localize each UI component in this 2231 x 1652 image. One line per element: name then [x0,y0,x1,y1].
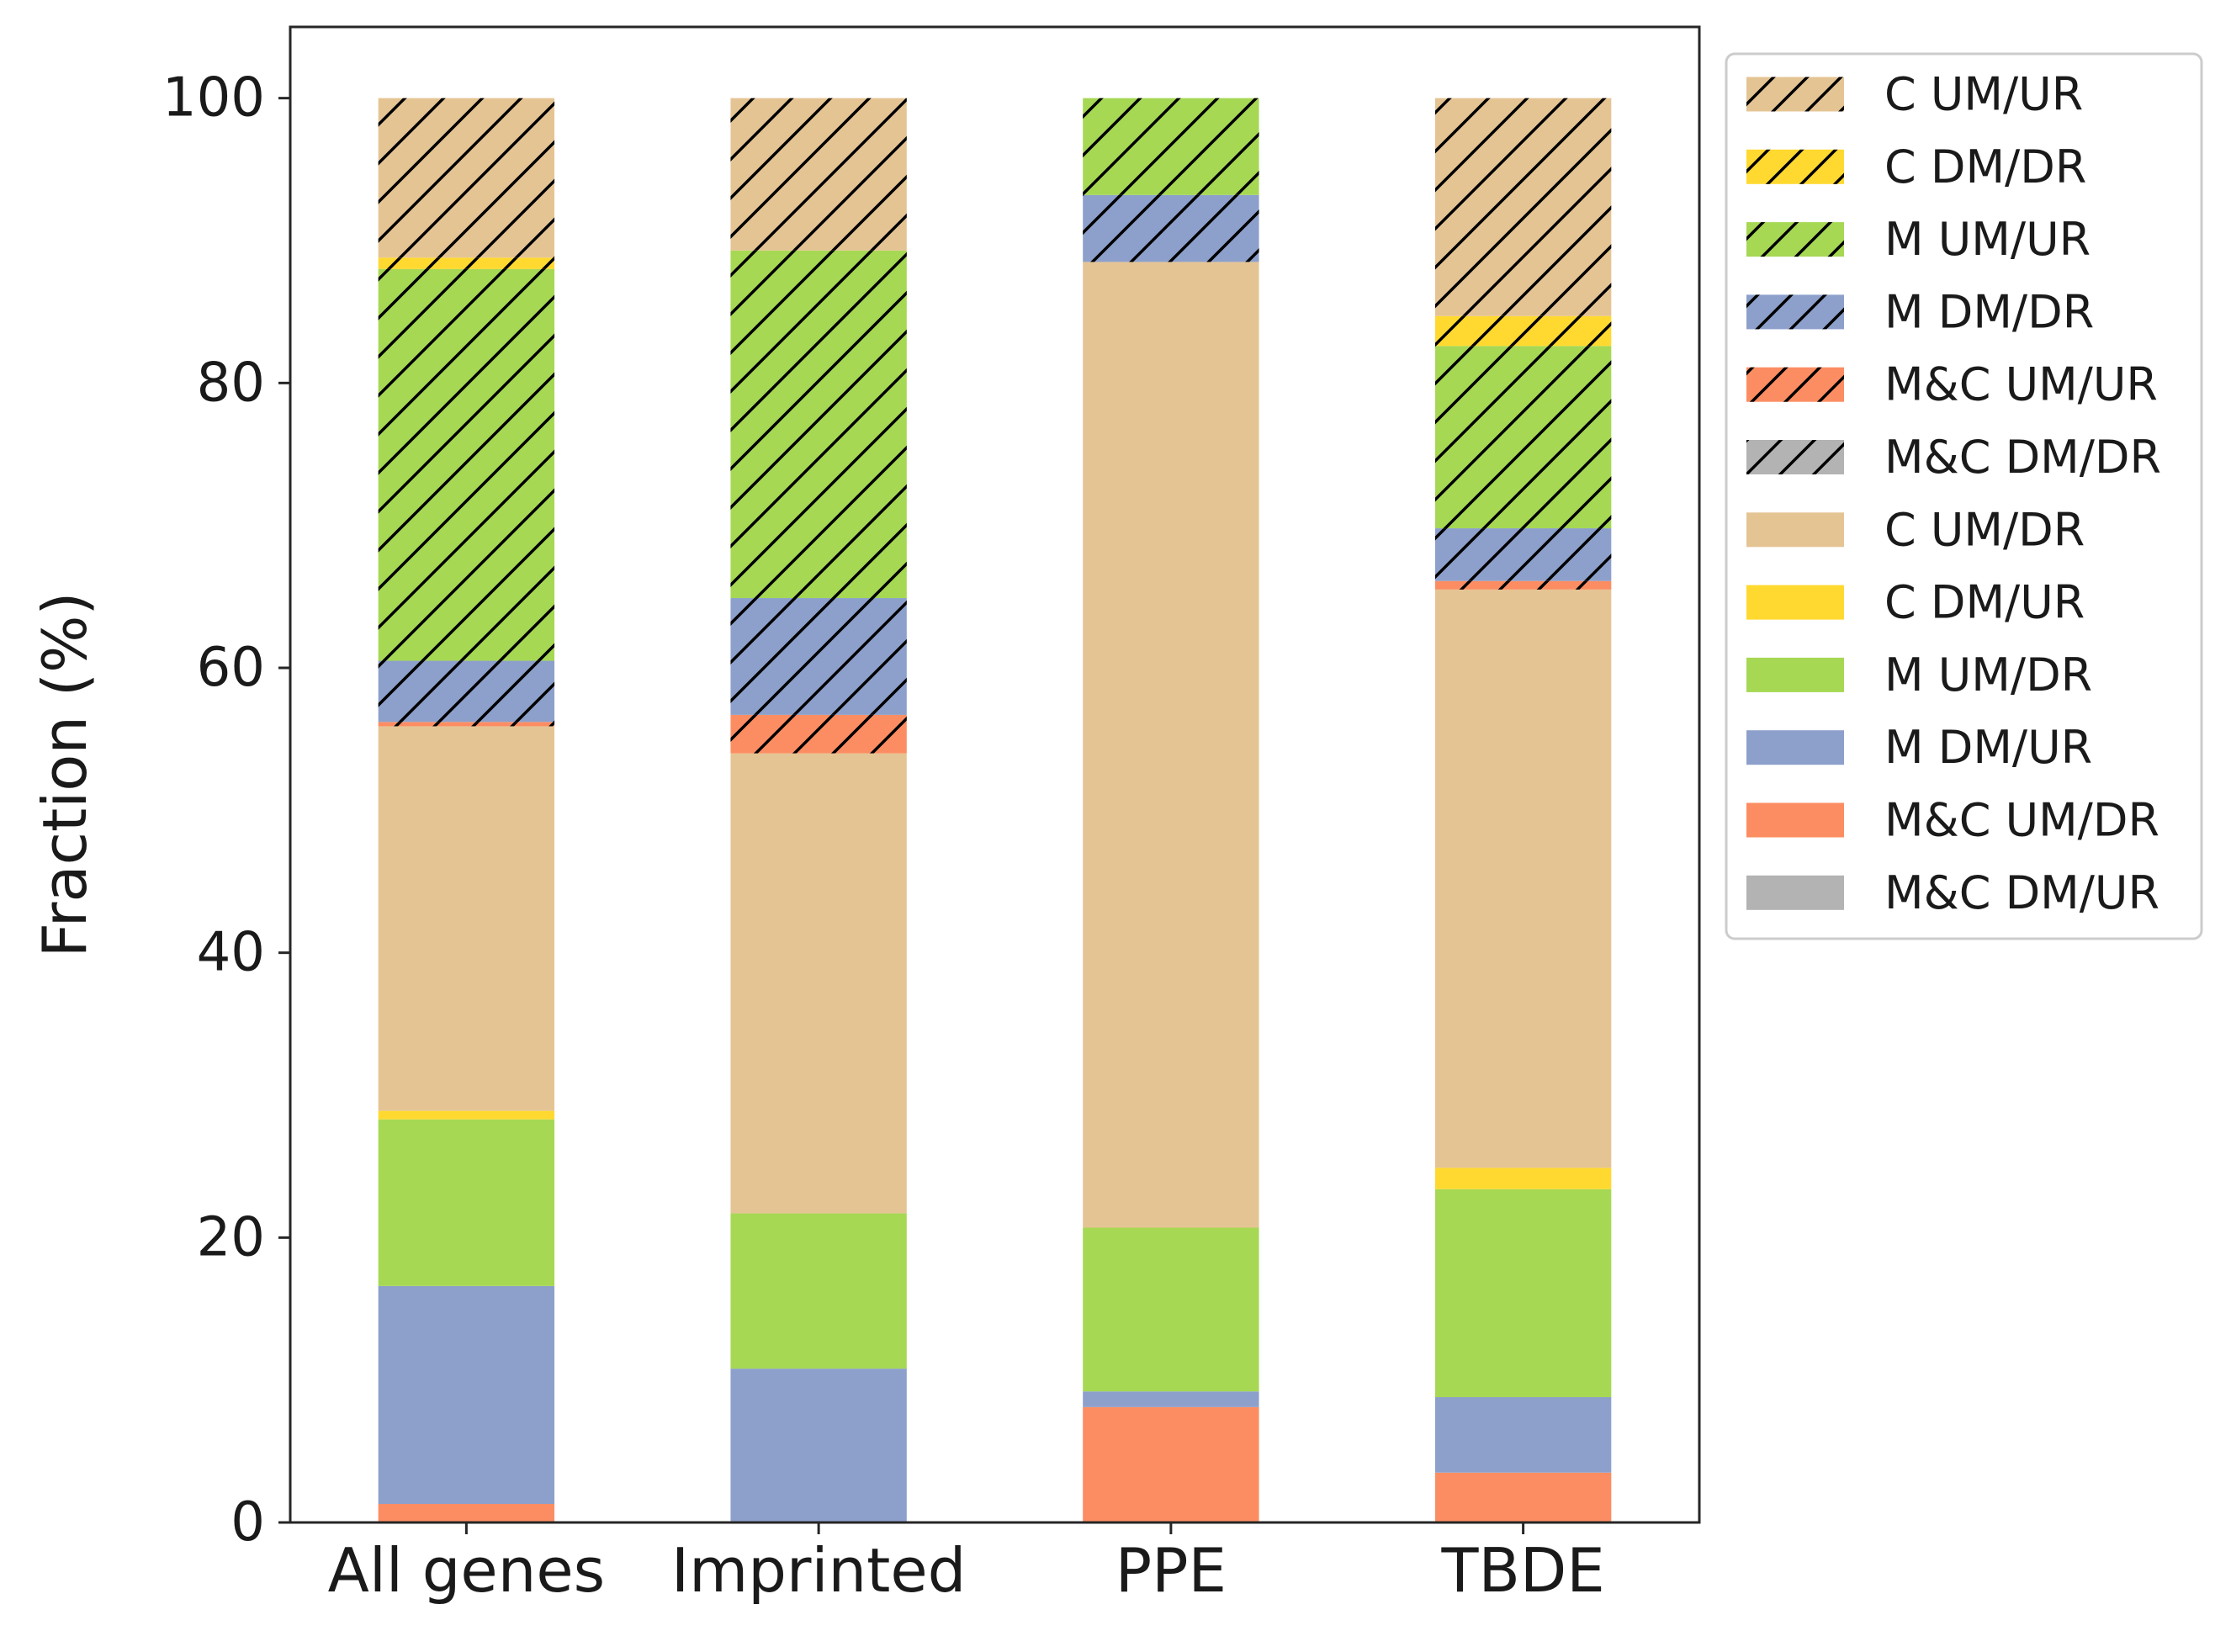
legend: C UM/UR C DM/DR M UM/UR M DM/DR M&C UM/UR M&C… [1725,52,2203,940]
bar-hatch-imprinted-c-um-ur [730,98,907,251]
legend-label-c-um-dr: C UM/DR [1884,503,2085,556]
y-tick-label: 80 [197,352,265,414]
bar-hatch-tbde-c-dm-dr [1434,315,1612,347]
plot-frame [289,25,1701,1524]
bar-hatch-imprinted-m-um-ur [730,250,907,599]
bar-ppe-mandc-um-dr [1083,1406,1259,1522]
legend-label-mandc-um-dr: M&C UM/DR [1884,794,2159,847]
bar-hatch-tbde-mandc-um-ur [1434,580,1612,590]
legend-label-mandc-dm-dr: M&C DM/DR [1884,431,2161,484]
bar-hatch-imprinted-m-dm-dr [730,598,907,715]
y-tick-label: 60 [197,637,265,699]
bar-ppe-m-um-dr [1083,1227,1259,1392]
legend-swatch-mandc-dm-ur [1746,875,1844,910]
legend-label-mandc-dm-ur: M&C DM/UR [1884,866,2159,919]
x-tick-label-tbde: TBDE [1440,1535,1604,1606]
bar-tbde-c-dm-ur [1434,1168,1612,1189]
legend-label-mandc-um-ur: M&C UM/UR [1884,358,2158,411]
y-tick-label: 40 [197,922,265,984]
bar-tbde-m-dm-ur [1434,1396,1612,1473]
y-tick-label: 20 [197,1206,265,1268]
bar-all-genes-c-dm-ur [378,1110,555,1120]
bar-imprinted-c-um-dr [730,753,907,1214]
bar-hatch-all-genes-c-dm-dr [378,257,555,269]
y-tick-label: 100 [162,67,265,130]
legend-label-c-dm-dr: C DM/DR [1884,140,2086,193]
x-tick-label-ppe: PPE [1116,1535,1227,1606]
y-tick-label: 0 [231,1491,265,1554]
bar-hatch-ppe-m-um-ur [1083,98,1259,195]
bar-tbde-c-um-dr [1434,589,1612,1168]
y-axis-label: Fraction (%) [29,592,100,958]
bar-hatch-tbde-m-dm-dr [1434,528,1612,581]
bar-imprinted-m-dm-ur [730,1369,907,1522]
legend-label-c-dm-ur: C DM/UR [1884,576,2085,629]
legend-label-m-um-ur: M UM/UR [1884,213,2091,266]
legend-label-m-um-dr: M UM/DR [1884,649,2092,702]
bar-hatch-imprinted-mandc-um-ur [730,714,907,754]
legend-label-c-um-ur: C UM/UR [1884,68,2083,121]
legend-swatch-m-um-dr [1746,657,1844,692]
legend-swatch-c-um-dr [1746,512,1844,548]
bar-segments [378,98,1612,1522]
x-tick-label-all-genes: All genes [328,1535,606,1606]
legend-swatch-hatch-mandc-um-ur [1746,367,1844,402]
legend-swatch-c-dm-ur [1746,585,1844,620]
bar-hatch-tbde-c-um-ur [1434,98,1612,316]
bar-ppe-c-um-dr [1083,262,1259,1228]
x-tick-label-imprinted: Imprinted [671,1535,967,1606]
axis-ticks: 0 20 40 60 80 100 All genes Imprinted PPE TBDE [162,67,1605,1606]
legend-frame [1725,52,2203,940]
legend-swatch-hatch-mandc-dm-dr [1746,440,1844,474]
legend-swatch-mandc-um-dr [1746,802,1844,838]
legend-swatch-m-dm-ur [1746,730,1844,765]
legend-swatch-hatch-m-um-ur [1746,222,1844,257]
bar-hatch-ppe-m-dm-dr [1083,194,1259,262]
legend-swatch-hatch-m-dm-dr [1746,294,1844,330]
bar-imprinted-m-um-dr [730,1213,907,1369]
bar-all-genes-c-um-dr [378,726,555,1111]
legend-swatch-hatch-c-dm-dr [1746,149,1844,184]
legend-label-m-dm-dr: M DM/DR [1884,285,2094,338]
legend-swatch-hatch-c-um-ur [1746,77,1844,112]
legend-label-m-dm-ur: M DM/UR [1884,721,2092,774]
bar-hatch-all-genes-m-dm-dr [378,660,555,723]
bar-tbde-mandc-um-dr [1434,1472,1612,1522]
bar-hatch-tbde-m-um-ur [1434,346,1612,529]
bar-ppe-m-dm-ur [1083,1391,1259,1407]
bar-hatch-all-genes-mandc-um-ur [378,722,555,727]
bar-tbde-m-um-dr [1434,1189,1612,1397]
bar-hatch-all-genes-m-um-ur [378,268,555,661]
bar-all-genes-m-dm-ur [378,1285,555,1504]
bar-all-genes-m-um-dr [378,1119,555,1286]
bar-all-genes-mandc-um-dr [378,1503,555,1522]
bar-hatch-all-genes-c-um-ur [378,98,555,258]
